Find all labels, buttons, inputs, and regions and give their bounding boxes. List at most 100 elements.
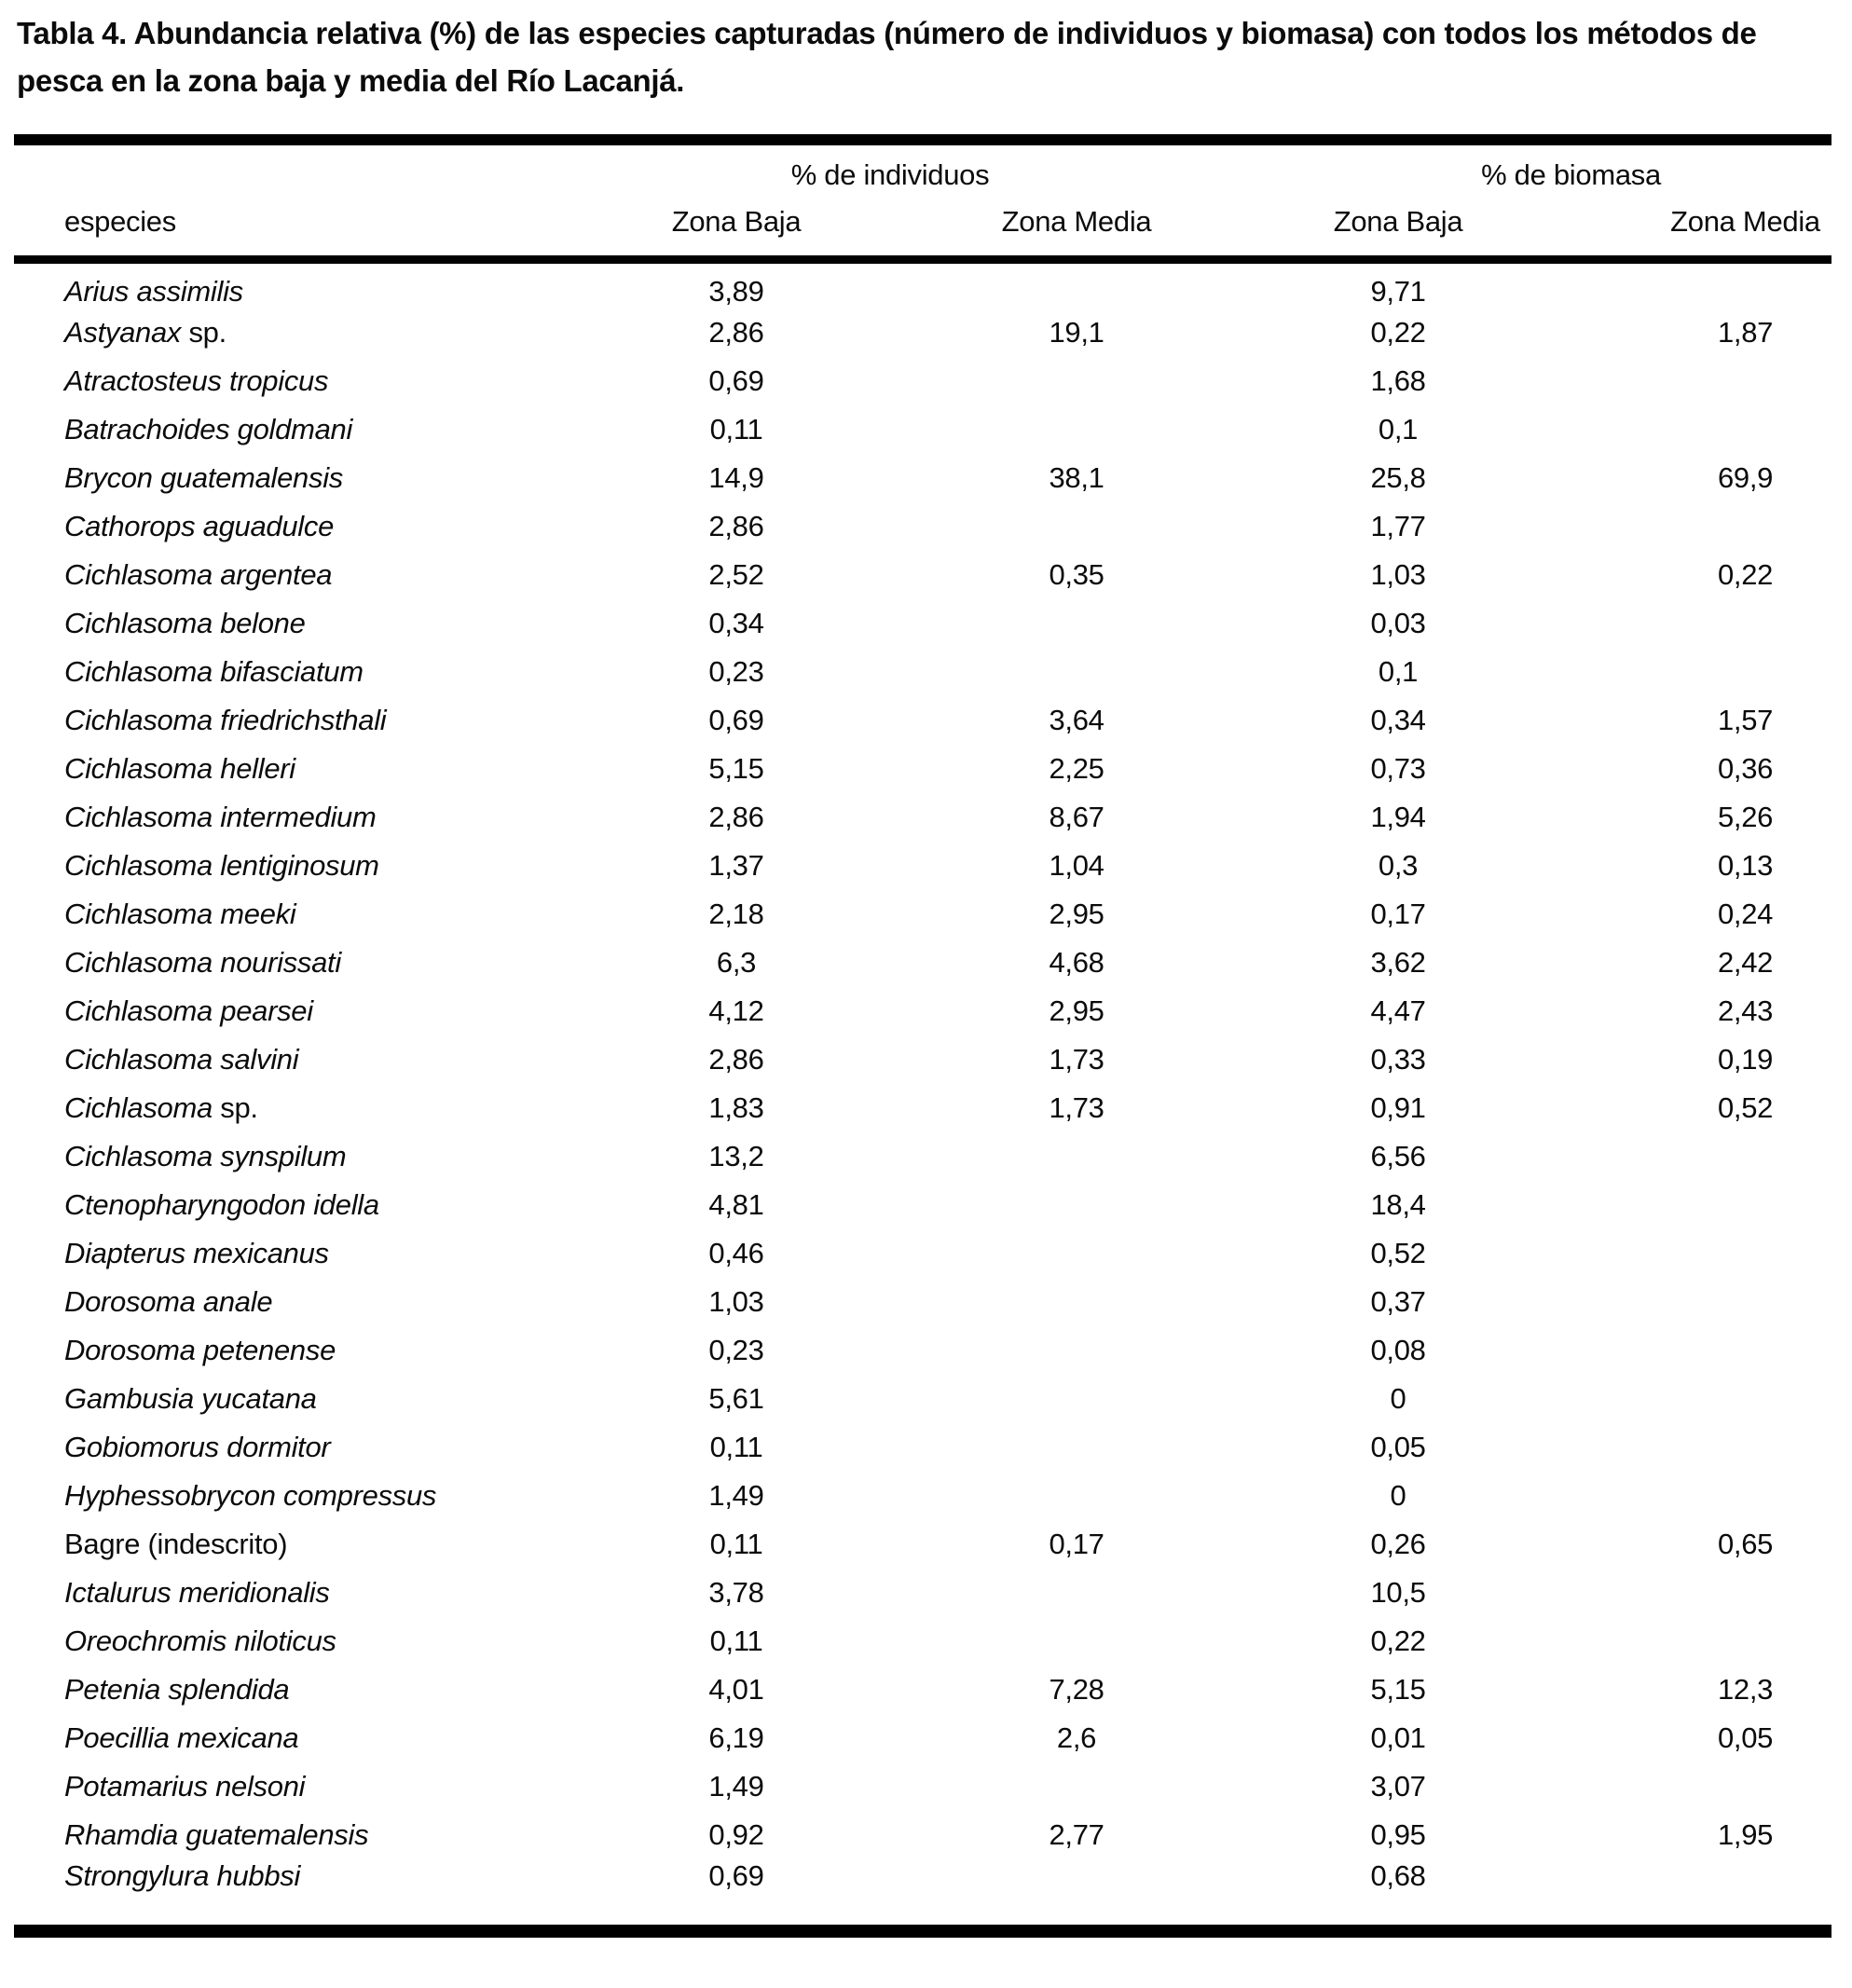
value-cell-biom-baja: 4,47 [1370, 994, 1426, 1027]
value-cell-biom-media [1566, 648, 1831, 696]
value-cell-biom-media [1566, 1859, 1831, 1931]
table-row: Cichlasoma bifasciatum 0,23 0,1 [14, 648, 1831, 696]
value-cell-biom-baja: 3,62 [1370, 945, 1426, 979]
value-cell-biom-baja: 0,22 [1370, 315, 1426, 349]
table-row: Arius assimilis 3,89 9,71 [14, 259, 1831, 308]
value-cell-ind-baja: 0,69 [708, 1858, 764, 1892]
col-header-especies: especies [14, 194, 550, 264]
value-cell-biom-baja: 0 [1390, 1478, 1406, 1512]
value-cell-biom-baja: 10,5 [1370, 1575, 1426, 1609]
table-row: Gobiomorus dormitor 0,11 0,05 [14, 1423, 1831, 1472]
value-cell-biom-baja: 0,34 [1370, 703, 1426, 736]
value-cell-ind-baja: 0,69 [708, 363, 764, 397]
table-row: Oreochromis niloticus 0,11 0,22 [14, 1617, 1831, 1666]
value-cell-ind-baja: 4,81 [708, 1187, 764, 1221]
value-cell-biom-baja: 0,3 [1378, 848, 1419, 882]
table-row: Strongylura hubbsi 0,69 0,68 [14, 1859, 1831, 1931]
value-cell-ind-baja: 2,86 [708, 315, 764, 349]
value-cell-ind-media [923, 599, 1230, 648]
table-row: Gambusia yucatana 5,61 0 [14, 1375, 1831, 1423]
species-cell: Petenia splendida [64, 1672, 290, 1706]
value-cell-biom-media [1566, 1617, 1831, 1666]
value-cell-biom-baja: 0,05 [1370, 1430, 1426, 1463]
value-cell-ind-baja: 0,23 [708, 654, 764, 688]
value-cell-ind-media: 2,25 [1049, 751, 1104, 785]
table-row: Cichlasoma pearsei 4,12 2,95 4,47 2,43 [14, 987, 1831, 1035]
species-cell: Cichlasoma nourissati [64, 945, 341, 979]
species-cell: Arius assimilis [64, 274, 243, 308]
value-cell-ind-baja: 0,11 [709, 412, 763, 446]
value-cell-ind-baja: 0,11 [709, 1430, 763, 1463]
value-cell-ind-baja: 14,9 [708, 460, 764, 494]
table-row: Brycon guatemalensis 14,9 38,1 25,8 69,9 [14, 454, 1831, 502]
value-cell-ind-media [923, 502, 1230, 551]
value-cell-ind-media [923, 1326, 1230, 1375]
value-cell-biom-media: 0,36 [1717, 751, 1774, 785]
table-row: Cichlasoma meeki 2,18 2,95 0,17 0,24 [14, 890, 1831, 939]
table-row: Diapterus mexicanus 0,46 0,52 [14, 1229, 1831, 1278]
species-cell: Brycon guatemalensis [64, 460, 343, 494]
col-header-ind-zona-media: Zona Media [923, 194, 1231, 264]
table-row: Ctenopharyngodon idella 4,81 18,4 [14, 1181, 1831, 1229]
value-cell-ind-baja: 3,89 [708, 274, 764, 308]
col-header-ind-zona-baja: Zona Baja [550, 194, 923, 264]
value-cell-ind-media: 2,95 [1049, 897, 1104, 930]
value-cell-ind-media: 2,77 [1049, 1817, 1104, 1851]
table-row: Dorosoma petenense 0,23 0,08 [14, 1326, 1831, 1375]
value-cell-ind-media: 3,64 [1049, 703, 1104, 736]
species-cell: Dorosoma petenense [64, 1333, 336, 1366]
species-cell: Potamarius nelsoni [64, 1769, 306, 1803]
value-cell-biom-media: 0,19 [1717, 1042, 1774, 1076]
value-cell-ind-baja: 13,2 [708, 1139, 764, 1172]
value-cell-biom-baja: 0,68 [1370, 1858, 1426, 1892]
table-header: % de individuos % de biomasa especies Zo… [14, 140, 1832, 264]
value-cell-biom-baja: 18,4 [1370, 1187, 1426, 1221]
value-cell-ind-media [923, 357, 1230, 405]
species-cell: Ictalurus meridionalis [64, 1575, 330, 1609]
table-body: Arius assimilis 3,89 9,71 Astyanax sp. 2,86 1… [14, 259, 1831, 1931]
document-page: Tabla 4. Abundancia relativa (%) de las … [0, 9, 1852, 1988]
value-cell-biom-media: 1,95 [1717, 1817, 1774, 1851]
value-cell-ind-baja: 2,86 [708, 1042, 764, 1076]
species-cell: Diapterus mexicanus [64, 1236, 329, 1269]
species-cell: Batrachoides goldmani [64, 412, 353, 446]
table-row: Cichlasoma friedrichsthali 0,69 3,64 0,34 1,… [14, 696, 1831, 745]
value-cell-biom-media [1566, 1375, 1831, 1423]
table-row: Cichlasoma lentiginosum 1,37 1,04 0,3 0,13 [14, 842, 1831, 890]
table-row: Cichlasoma belone 0,34 0,03 [14, 599, 1831, 648]
value-cell-biom-media [1566, 599, 1831, 648]
value-cell-ind-media: 7,28 [1049, 1672, 1104, 1706]
species-cell: Oreochromis niloticus [64, 1624, 336, 1657]
value-cell-ind-baja: 2,52 [708, 557, 764, 591]
value-cell-biom-baja: 0,37 [1370, 1284, 1426, 1318]
value-cell-ind-baja: 6,19 [708, 1721, 764, 1754]
value-cell-biom-baja: 0,08 [1370, 1333, 1426, 1366]
value-cell-ind-baja: 2,86 [708, 509, 764, 542]
value-cell-ind-media: 2,95 [1049, 994, 1104, 1027]
value-cell-biom-media [1566, 259, 1831, 308]
species-cell: Bagre (indescrito) [64, 1527, 288, 1560]
value-cell-biom-baja: 0,01 [1370, 1721, 1426, 1754]
group-header-biomasa: % de biomasa [1481, 158, 1661, 191]
value-cell-ind-media [923, 1278, 1230, 1326]
value-cell-ind-baja: 0,11 [709, 1527, 763, 1560]
value-cell-biom-media [1566, 1569, 1831, 1617]
species-cell: Cathorops aguadulce [64, 509, 335, 542]
species-cell: Atractosteus tropicus [64, 363, 329, 397]
value-cell-ind-baja: 6,3 [716, 945, 757, 979]
value-cell-biom-media [1566, 405, 1831, 454]
species-cell: Gambusia yucatana [64, 1381, 317, 1415]
value-cell-ind-baja: 1,49 [708, 1478, 764, 1512]
col-header-biom-zona-media: Zona Media [1566, 194, 1832, 264]
value-cell-ind-media [923, 1181, 1230, 1229]
species-cell: Dorosoma anale [64, 1284, 273, 1318]
column-header-row: especies Zona Baja Zona Media Zona Baja … [14, 194, 1832, 264]
value-cell-ind-baja: 1,37 [708, 848, 764, 882]
value-cell-ind-media: 1,04 [1049, 848, 1104, 882]
value-cell-biom-baja: 0,03 [1370, 606, 1426, 639]
species-cell: Cichlasoma belone [64, 606, 306, 639]
table-row: Batrachoides goldmani 0,11 0,1 [14, 405, 1831, 454]
value-cell-ind-media: 38,1 [1049, 460, 1104, 494]
table-row: Rhamdia guatemalensis 0,92 2,77 0,95 1,95 [14, 1811, 1831, 1859]
value-cell-biom-media: 0,22 [1717, 557, 1774, 591]
